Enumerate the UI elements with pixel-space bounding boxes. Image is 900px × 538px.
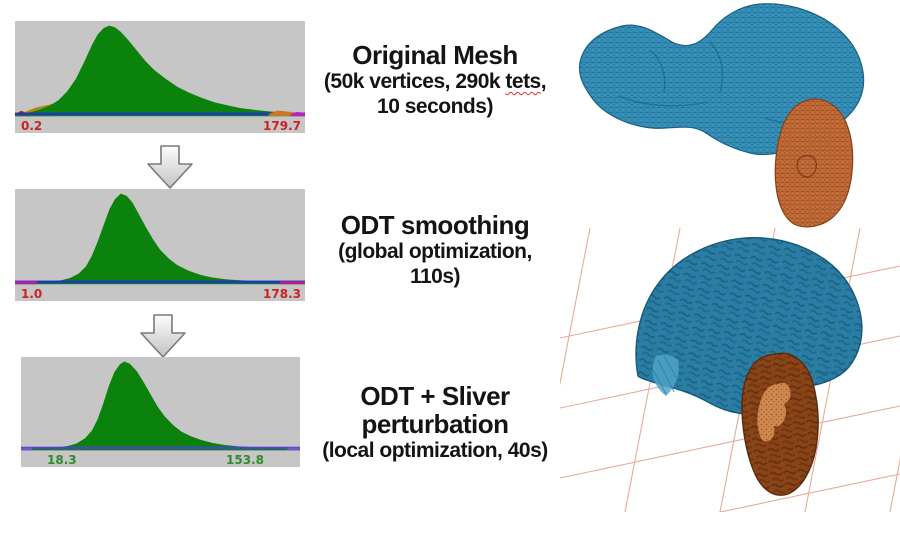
inner-organ-mesh <box>741 352 819 496</box>
histogram-plot-original <box>15 25 305 117</box>
histogram-min-label: 1.0 <box>21 287 43 301</box>
step-title: Original Mesh <box>352 40 518 70</box>
mesh-crease-lines <box>617 41 833 125</box>
organ-speckle-streak <box>757 382 791 442</box>
down-arrow-icon <box>147 145 193 189</box>
step-detail-line: (50k vertices, 290k tets, <box>323 70 547 93</box>
down-arrow-icon <box>140 314 186 358</box>
histogram-min-label: 0.2 <box>21 119 43 133</box>
step-title: ODT smoothing <box>340 210 530 240</box>
histogram-plot-odt <box>15 193 305 285</box>
histogram-panel-original: 0.2 179.7 <box>15 21 305 133</box>
inner-organ-mesh <box>774 98 854 228</box>
top-mesh-render <box>578 3 865 228</box>
misspelled-word: tets <box>505 70 541 93</box>
step-detail-line: (local optimization, 40s) <box>322 439 548 462</box>
histogram-max-label: 153.8 <box>226 453 264 467</box>
histogram-plot-odt-sliver <box>21 361 300 451</box>
step-detail-line: (global optimization, <box>338 240 532 263</box>
histogram-max-label: 178.3 <box>263 287 301 301</box>
step-2-text: ODT smoothing (global optimization, 110s… <box>300 211 570 289</box>
bottom-mesh-render <box>560 228 900 512</box>
histogram-min-label: 18.3 <box>47 453 77 467</box>
organ-hilum-detail <box>796 154 817 178</box>
step-detail-line: 10 seconds) <box>377 95 493 118</box>
step-3-text: ODT + Sliver perturbation (local optimiz… <box>300 382 570 463</box>
step-title: ODT + Sliver <box>360 381 510 411</box>
histogram-panel-odt: 1.0 178.3 <box>15 189 305 301</box>
histogram-max-label: 179.7 <box>263 119 301 133</box>
histogram-panel-odt-sliver: 18.3 153.8 <box>21 357 300 467</box>
mesh-fold-lines <box>651 355 681 395</box>
step-1-text: Original Mesh (50k vertices, 290k tets, … <box>300 41 570 119</box>
step-title: perturbation <box>361 409 509 439</box>
step-detail-line: 110s) <box>409 265 461 288</box>
